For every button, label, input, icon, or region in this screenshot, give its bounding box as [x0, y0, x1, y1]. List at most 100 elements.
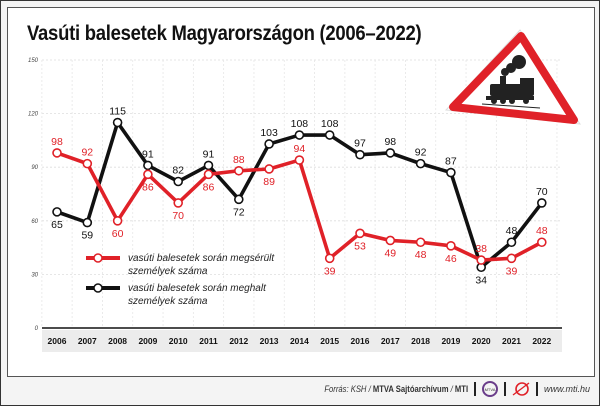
data-label: 97: [354, 138, 366, 150]
data-point: [52, 207, 62, 217]
series-lines: [52, 117, 547, 273]
data-point: [415, 237, 426, 248]
x-tick-label: 2006: [48, 336, 67, 346]
y-tick-label: 30: [31, 272, 38, 278]
data-point: [203, 160, 214, 171]
y-tick-label: 120: [28, 112, 39, 118]
data-label: 91: [142, 148, 154, 160]
x-tick-label: 2017: [381, 336, 400, 346]
mtva-logo-icon: MTVA: [481, 381, 498, 397]
website-link[interactable]: www.mti.hu: [543, 384, 590, 394]
data-label: 86: [203, 181, 215, 193]
data-label: 91: [203, 148, 215, 160]
axis: 0 30 60 90 120 150 2006 2007 2008 2009 2010 2011 201…: [28, 58, 562, 352]
x-tick-label: 2018: [411, 336, 430, 346]
data-label: 39: [506, 265, 518, 277]
data-label: 98: [384, 136, 396, 148]
data-point: [446, 167, 456, 178]
data-point: [536, 198, 547, 208]
legend-marker: [93, 283, 103, 293]
x-tick-label: 2019: [441, 336, 460, 346]
data-label: 92: [81, 147, 93, 159]
data-point: [355, 149, 365, 160]
y-tick-label: 150: [28, 58, 39, 64]
chart-title: Vasúti balesetek Magyarországon (2006–20…: [27, 22, 422, 45]
data-point: [203, 169, 214, 180]
data-point: [52, 148, 62, 158]
legend-label: vasúti balesetek során megsérült: [128, 253, 275, 264]
x-tick-label: 2016: [351, 336, 370, 346]
data-point: [536, 237, 547, 248]
x-tick-label: 2021: [502, 336, 521, 346]
x-tick-label: 2014: [290, 336, 309, 346]
data-point: [355, 228, 365, 239]
data-point: [82, 217, 93, 228]
x-tick-label: 2009: [138, 336, 157, 346]
mti-logo-icon: [512, 382, 530, 396]
separator: [503, 382, 506, 396]
data-point: [506, 237, 517, 248]
data-point: [446, 241, 456, 251]
legend: vasúti balesetek során megsérült személye…: [86, 253, 275, 307]
x-tick-label: 2007: [78, 336, 97, 346]
x-tick-label: 2022: [532, 336, 551, 346]
data-point: [415, 158, 426, 169]
data-point: [385, 235, 396, 246]
data-label: 38: [475, 243, 487, 255]
data-point: [143, 169, 153, 180]
x-tick-label: 2015: [320, 336, 339, 346]
x-tick-label: 2010: [169, 336, 188, 346]
data-label: 82: [172, 164, 184, 176]
data-point: [324, 130, 335, 140]
data-label: 60: [112, 228, 124, 240]
data-point: [506, 253, 517, 264]
data-label: 70: [172, 210, 184, 222]
legend-label: személyek száma: [128, 296, 208, 307]
series-line-injured: [56, 151, 543, 262]
data-point: [143, 160, 153, 171]
data-label: 98: [51, 136, 63, 148]
data-point: [173, 176, 183, 187]
y-tick-label: 0: [35, 326, 39, 332]
x-tick-label: 2020: [472, 336, 491, 346]
data-label: 94: [294, 143, 306, 155]
x-tick-label: 2008: [108, 336, 127, 346]
data-point: [294, 155, 305, 165]
data-labels: 65 59 115 91 82 91 72 103 108 108 97 98 92 87 34 48 70 98…: [51, 106, 548, 287]
data-label: 48: [536, 225, 548, 237]
data-point: [385, 148, 396, 158]
legend-label: vasúti balesetek során meghalt: [128, 283, 267, 294]
data-label: 49: [384, 247, 396, 259]
x-axis-band: [42, 330, 562, 352]
data-label: 86: [142, 181, 154, 193]
data-point: [294, 130, 305, 140]
data-label: 108: [291, 118, 309, 130]
data-point: [82, 158, 93, 169]
data-label: 46: [445, 253, 457, 265]
data-label: 89: [263, 176, 275, 188]
separator: [535, 382, 538, 396]
data-label: 87: [445, 156, 457, 168]
data-label: 72: [233, 206, 245, 218]
x-tick-label: 2011: [199, 336, 218, 346]
data-label: 48: [415, 249, 427, 261]
data-label: 88: [233, 154, 245, 166]
legend-marker: [93, 253, 103, 263]
data-label: 108: [321, 118, 339, 130]
data-point: [476, 255, 487, 265]
x-tick-label: 2013: [260, 336, 279, 346]
data-label: 39: [324, 265, 336, 277]
data-label: 70: [536, 186, 548, 198]
legend-label: személyek száma: [128, 266, 208, 277]
data-point: [112, 117, 123, 128]
data-label: 92: [415, 147, 427, 159]
data-label: 65: [51, 219, 63, 231]
data-label: 103: [260, 127, 278, 139]
data-point: [112, 216, 123, 226]
separator: [473, 382, 476, 396]
source-text: Forrás: KSH / MTVA Sajtóarchívum / MTI: [324, 384, 468, 394]
data-label: 48: [506, 225, 518, 237]
data-label: 53: [354, 240, 366, 252]
data-label: 59: [81, 230, 93, 242]
